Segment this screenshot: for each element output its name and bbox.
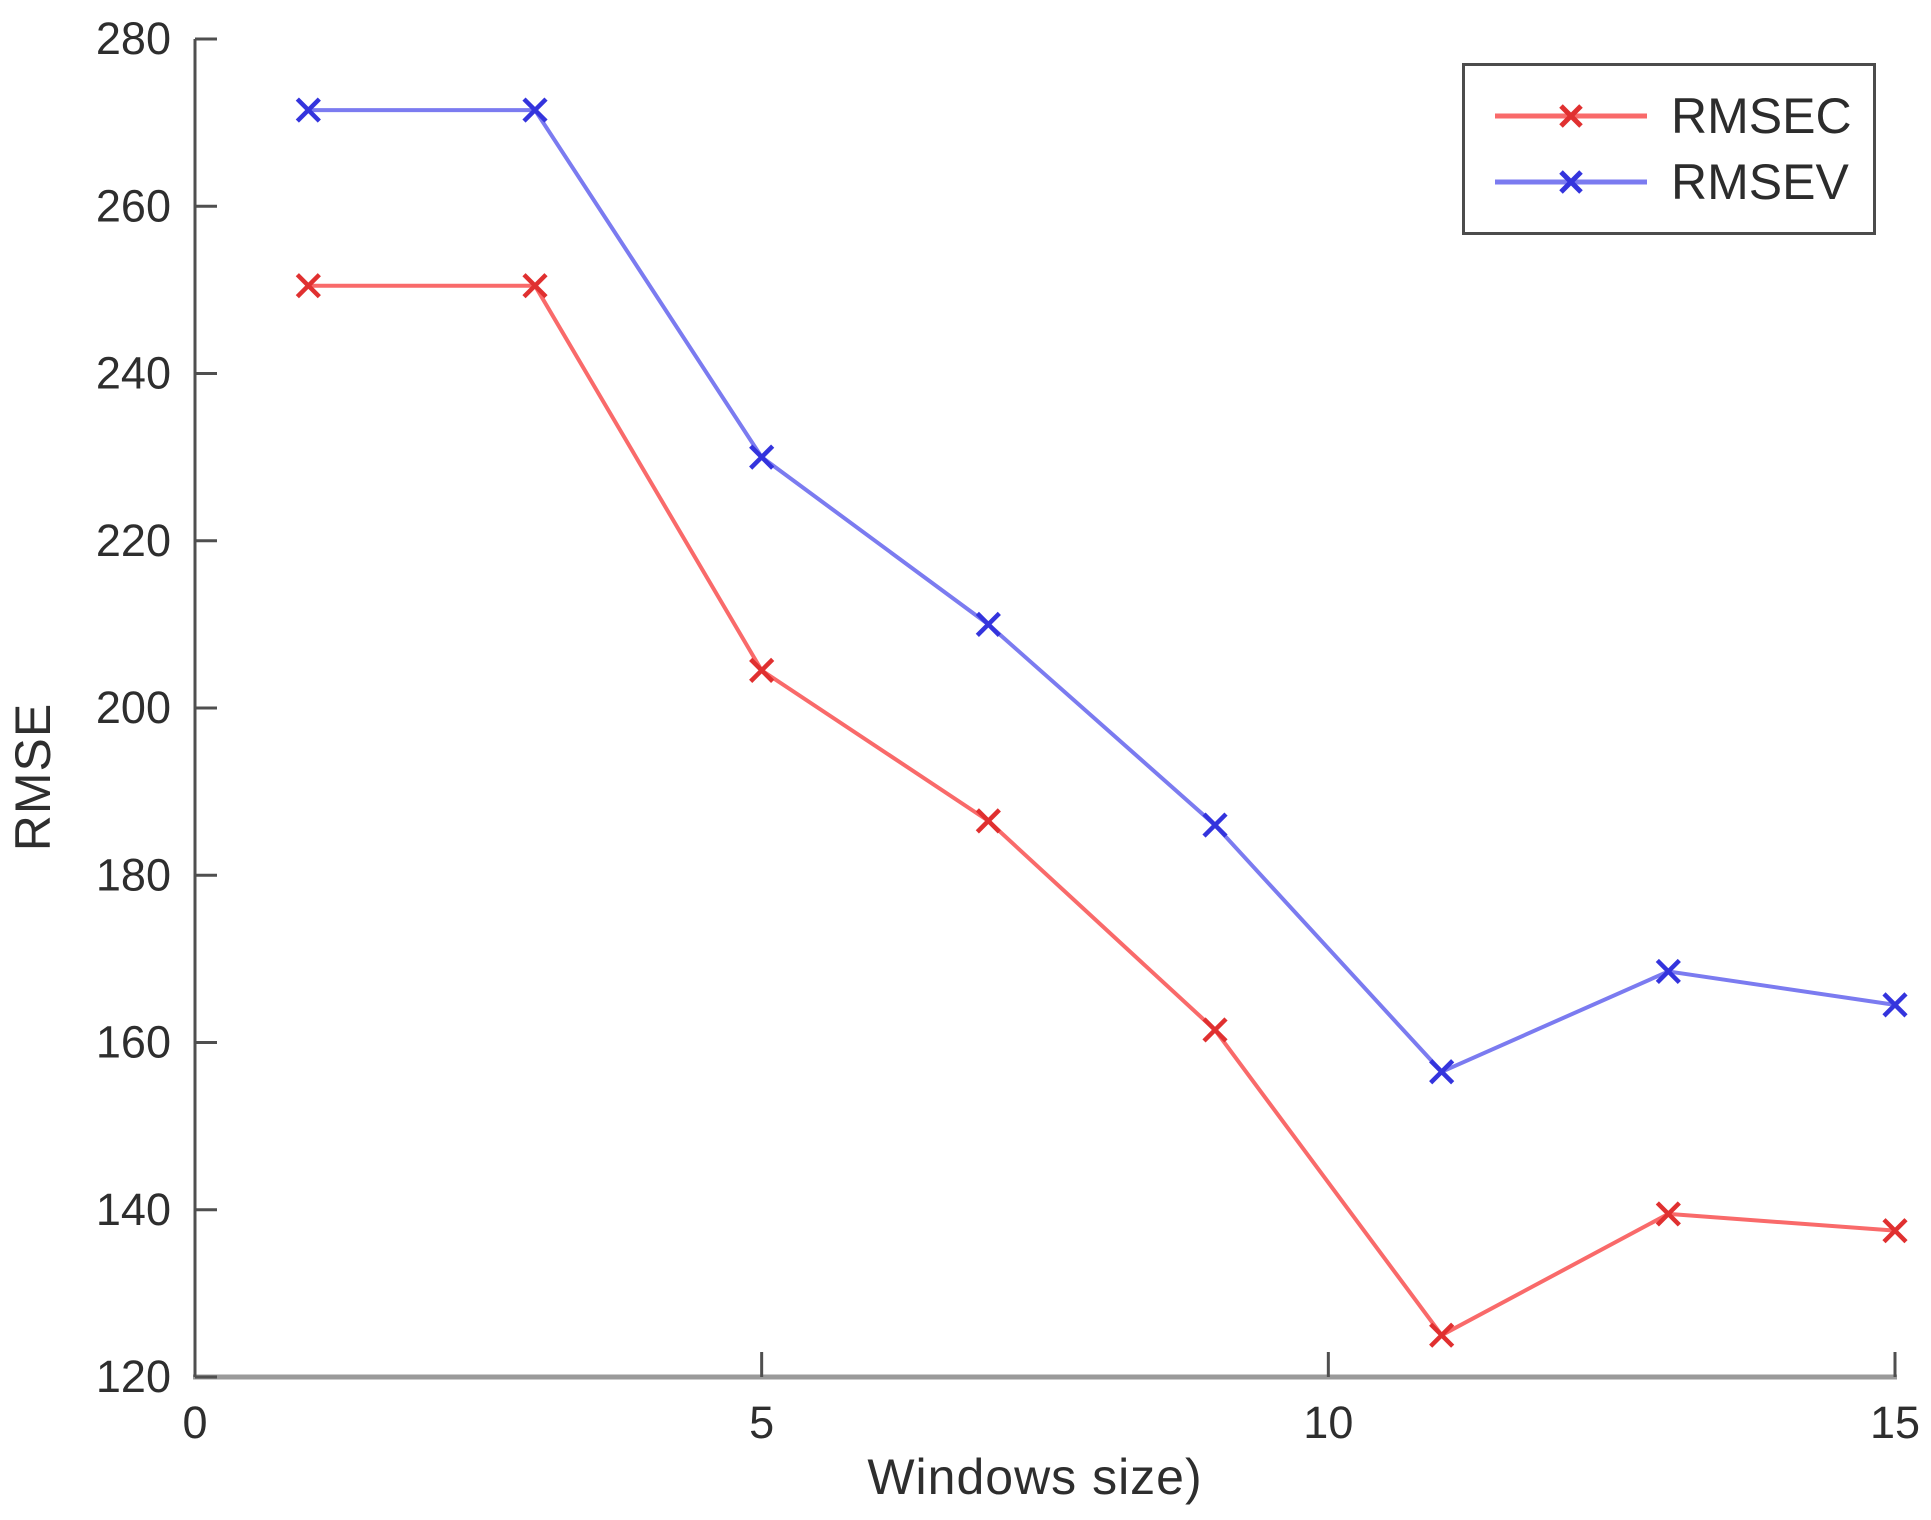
legend-line-rmsec-icon bbox=[1495, 104, 1647, 128]
y-tick-label: 240 bbox=[96, 348, 171, 399]
marker-stroke bbox=[1655, 958, 1681, 985]
series-rmsev bbox=[295, 97, 1908, 1085]
series-line bbox=[308, 108, 1896, 1074]
data-point-marker bbox=[1655, 958, 1681, 985]
marker-stroke bbox=[1882, 992, 1908, 1018]
marker-stroke bbox=[749, 657, 775, 683]
x-tick-label: 5 bbox=[749, 1397, 774, 1448]
x-tick-label: 0 bbox=[182, 1397, 207, 1448]
marker-stroke bbox=[295, 273, 321, 299]
marker-stroke bbox=[975, 808, 1001, 834]
marker-stroke bbox=[1882, 1218, 1908, 1244]
y-tick-label: 120 bbox=[96, 1351, 171, 1402]
legend-label-rmsec: RMSEC bbox=[1671, 88, 1852, 144]
legend-line-rmsev-icon bbox=[1495, 170, 1647, 194]
data-point-marker bbox=[749, 657, 775, 683]
legend-item-rmsev: RMSEV bbox=[1491, 157, 1873, 207]
marker-stroke bbox=[522, 97, 548, 123]
marker-stroke bbox=[1202, 812, 1228, 838]
data-point-marker bbox=[295, 97, 321, 123]
y-tick-label: 140 bbox=[96, 1184, 171, 1235]
x-axis-title: Windows size) bbox=[867, 1449, 1203, 1505]
marker-stroke bbox=[295, 97, 321, 123]
y-axis-title: RMSE bbox=[5, 702, 61, 852]
legend: RMSEC RMSEV bbox=[1462, 63, 1876, 235]
y-tick-label: 260 bbox=[96, 180, 171, 231]
data-point-marker bbox=[749, 444, 775, 470]
marker-stroke bbox=[1655, 1201, 1681, 1227]
x-tick-label: 15 bbox=[1870, 1397, 1920, 1448]
legend-label-rmsev: RMSEV bbox=[1671, 154, 1849, 210]
series-line bbox=[308, 283, 1896, 1338]
y-tick-label: 200 bbox=[96, 682, 171, 733]
marker-stroke bbox=[1202, 1017, 1228, 1043]
data-point-marker bbox=[522, 97, 548, 123]
series-rmsec bbox=[295, 273, 1908, 1348]
data-point-marker bbox=[522, 273, 548, 299]
y-tick-label: 160 bbox=[96, 1017, 171, 1068]
marker-stroke bbox=[975, 611, 1001, 637]
marker-stroke bbox=[749, 444, 775, 470]
data-point-marker bbox=[1202, 1017, 1228, 1043]
marker-stroke bbox=[1429, 1322, 1455, 1348]
y-tick-label: 180 bbox=[96, 849, 171, 900]
y-tick-label: 220 bbox=[96, 515, 171, 566]
data-point-marker bbox=[1882, 992, 1908, 1018]
data-point-marker bbox=[1202, 812, 1228, 838]
data-point-marker bbox=[1429, 1059, 1455, 1085]
marker-stroke bbox=[522, 273, 548, 299]
data-point-marker bbox=[975, 611, 1001, 637]
data-point-marker bbox=[975, 808, 1001, 834]
data-point-marker bbox=[295, 273, 321, 299]
marker-stroke bbox=[1429, 1059, 1455, 1085]
axes: 120 140 160 180 200 220 240 260 280 0 5 10 15 bbox=[96, 13, 1920, 1448]
data-point-marker bbox=[1882, 1218, 1908, 1244]
data-point-marker bbox=[1655, 1201, 1681, 1227]
x-tick-label: 10 bbox=[1303, 1397, 1353, 1448]
data-point-marker bbox=[1429, 1322, 1455, 1348]
y-tick-label: 280 bbox=[96, 13, 171, 64]
legend-item-rmsec: RMSEC bbox=[1491, 91, 1873, 141]
